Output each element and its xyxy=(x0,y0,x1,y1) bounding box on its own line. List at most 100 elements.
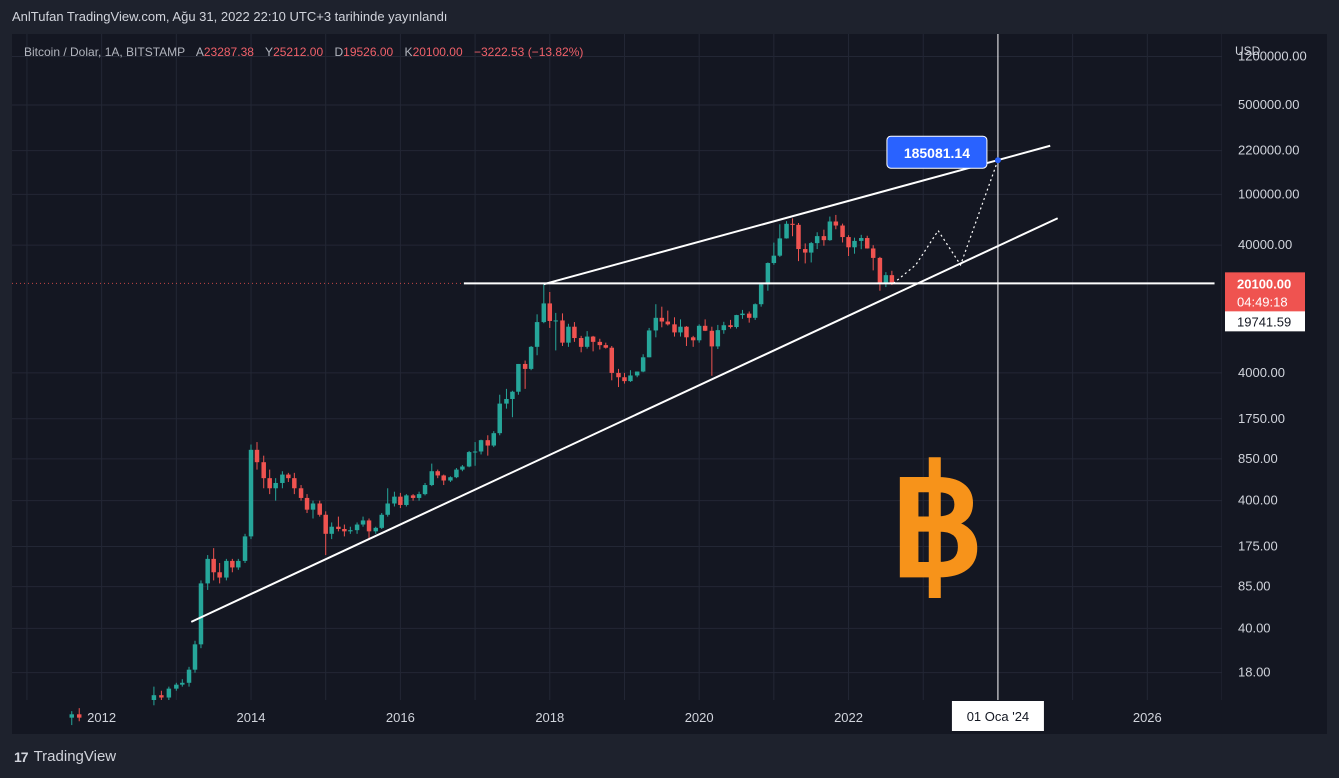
candle-body xyxy=(192,644,198,670)
y-tick-label: 85.00 xyxy=(1238,579,1271,594)
y-tick-label: 220000.00 xyxy=(1238,143,1299,158)
candle-body xyxy=(840,225,845,238)
candle-body xyxy=(286,474,291,479)
candle-body xyxy=(448,477,453,481)
candle-body xyxy=(478,440,484,452)
candle-body xyxy=(379,514,384,528)
candle-body xyxy=(864,238,870,249)
candle-body xyxy=(752,304,758,318)
tradingview-logo-text: TradingView xyxy=(33,748,117,765)
candle-body xyxy=(317,503,322,515)
publish-text: AnlTufan TradingView.com, Ağu 31, 2022 2… xyxy=(12,9,448,24)
price-axis-bg xyxy=(1222,34,1327,700)
open-value: 23287.38 xyxy=(203,45,254,59)
candle-body xyxy=(354,524,360,531)
x-tick-label: 2018 xyxy=(535,710,564,725)
tradingview-logo[interactable]: 17 TradingView xyxy=(14,748,116,765)
y-tick-label: 850.00 xyxy=(1238,451,1278,466)
ohlc-legend: Bitcoin / Dolar, 1A, BITSTAMP A23287.38 … xyxy=(24,45,591,59)
publish-header: AnlTufan TradingView.com, Ağu 31, 2022 2… xyxy=(0,0,1339,34)
candle-body xyxy=(441,475,446,481)
candle-body xyxy=(298,488,304,498)
candle-body xyxy=(609,347,615,373)
y-tick-label: 400.00 xyxy=(1238,493,1278,508)
close-value: 20100.00 xyxy=(412,45,463,59)
target-label: 185081.14 xyxy=(904,145,970,161)
candle-body xyxy=(646,330,652,358)
candle-body xyxy=(883,275,889,284)
bitcoin-logo-icon: ฿ xyxy=(889,439,984,607)
candle-body xyxy=(672,324,677,333)
candle-body xyxy=(273,482,278,489)
y-tick-label: 40.00 xyxy=(1238,620,1271,635)
candle-body xyxy=(846,237,851,248)
countdown-badge: 04:49:18 xyxy=(1237,294,1288,309)
y-tick-label: 500000.00 xyxy=(1238,97,1299,112)
candle-body xyxy=(541,303,547,323)
candle-body xyxy=(392,496,397,504)
candle-body xyxy=(205,558,210,584)
candle-body xyxy=(634,371,640,376)
candle-body xyxy=(385,503,390,515)
candle-body xyxy=(765,263,771,285)
candle-body xyxy=(248,449,254,537)
candle-body xyxy=(870,248,876,258)
trendline xyxy=(190,217,1059,623)
candle-body xyxy=(491,433,496,446)
x-tick-label: 2012 xyxy=(87,710,116,725)
candle-body xyxy=(151,695,157,700)
candle-body xyxy=(859,238,864,241)
candle-body xyxy=(553,320,558,322)
candle-body xyxy=(366,520,372,532)
price-badge: 20100.00 xyxy=(1237,276,1291,291)
candle-body xyxy=(572,326,577,339)
candle-body xyxy=(852,240,857,248)
candle-body xyxy=(342,528,347,532)
low-label: D xyxy=(334,45,344,59)
projection-path xyxy=(892,159,999,284)
candle-body xyxy=(435,471,440,476)
candle-body xyxy=(329,526,334,534)
crosshair-date-badge: 01 Oca '24 xyxy=(967,709,1029,724)
candle-body xyxy=(734,315,739,328)
candle-body xyxy=(702,325,708,331)
y-tick-label: 40000.00 xyxy=(1238,237,1292,252)
crosshair-price-bg xyxy=(1225,311,1305,332)
candle-body xyxy=(827,221,833,241)
candle-body xyxy=(242,536,248,561)
candle-body xyxy=(217,572,222,578)
candle-body xyxy=(348,530,353,532)
candle-body xyxy=(429,471,435,486)
candle-body xyxy=(603,345,609,348)
candles xyxy=(69,214,895,726)
high-label: Y xyxy=(265,45,274,59)
y-tick-label: 4000.00 xyxy=(1238,365,1285,380)
candle-body xyxy=(678,326,683,333)
candle-body xyxy=(323,514,328,534)
price-badge-bg xyxy=(1225,272,1305,313)
candle-body xyxy=(560,320,565,343)
candle-body xyxy=(528,346,534,369)
candle-body xyxy=(336,526,341,529)
x-tick-label: 2016 xyxy=(386,710,415,725)
low-value: 19526.00 xyxy=(343,45,394,59)
y-tick-label: 100000.00 xyxy=(1238,186,1299,201)
symbol-name[interactable]: Bitcoin / Dolar, 1A, BITSTAMP xyxy=(24,45,186,59)
candle-body xyxy=(740,313,745,316)
candle-body xyxy=(466,452,472,467)
candle-body xyxy=(721,325,727,331)
candle-body xyxy=(254,449,260,463)
candle-body xyxy=(814,236,820,244)
candle-body xyxy=(566,326,571,343)
candle-body xyxy=(709,330,715,347)
y-tick-label: 175.00 xyxy=(1238,539,1278,554)
candle-body xyxy=(410,495,416,498)
axis-currency: USD xyxy=(1235,44,1261,58)
candle-body xyxy=(821,236,827,241)
candle-body xyxy=(715,330,721,347)
tradingview-logo-icon: 17 xyxy=(14,748,29,765)
x-tick-label: 2022 xyxy=(834,710,863,725)
candle-body xyxy=(746,313,752,318)
candle-body xyxy=(690,337,696,341)
